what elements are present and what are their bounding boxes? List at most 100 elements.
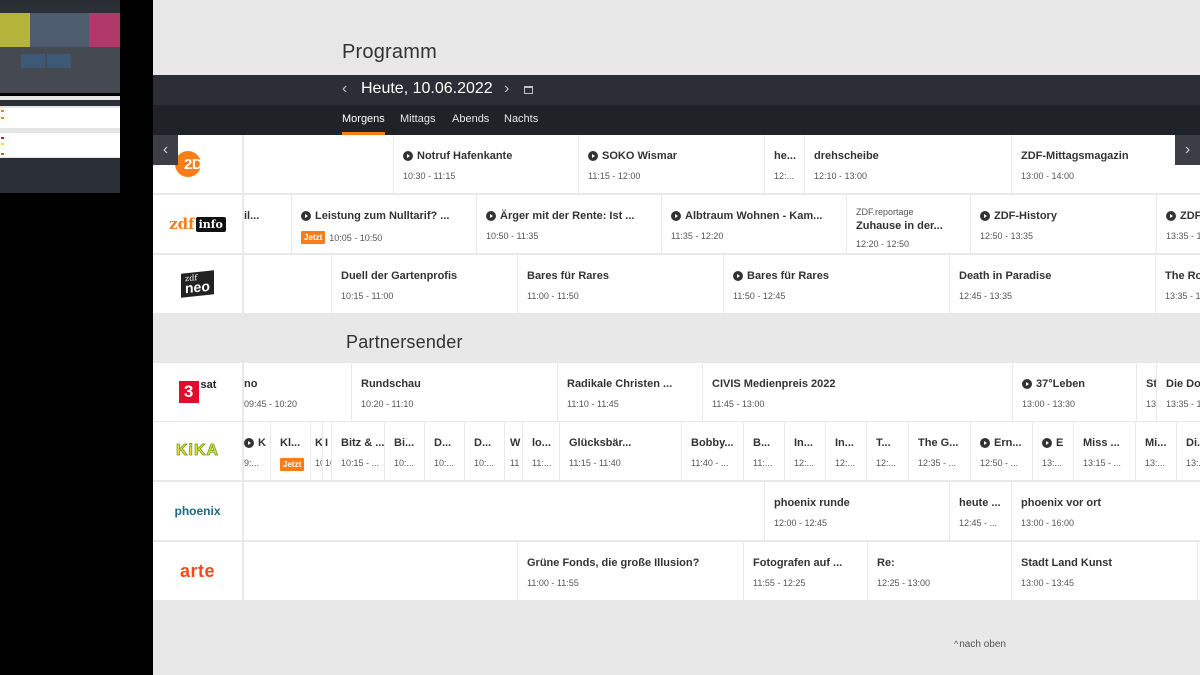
program-cell[interactable]: Bares für Rares 11:50 - 12:45 — [723, 255, 949, 313]
program-cell[interactable]: The G... 12:35 - ... — [908, 422, 970, 480]
program-cell[interactable]: Ärger mit der Rente: Ist ... 10:50 - 11:… — [476, 195, 661, 253]
program-cell[interactable]: il... — [243, 195, 291, 253]
program-cell[interactable]: Mi... 13:... — [1135, 422, 1176, 480]
tab-mittags[interactable]: Mittags — [400, 113, 436, 125]
program-cell[interactable]: In... 12:... — [784, 422, 825, 480]
now-badge: Jetzt — [301, 231, 326, 244]
page-thumbnail-1[interactable] — [0, 0, 120, 93]
program-cell[interactable]: W 11 — [504, 422, 522, 480]
tab-abends[interactable]: Abends — [452, 113, 490, 125]
previous-day-button[interactable]: ‹ — [342, 80, 348, 97]
channel-logo-zdfinfo[interactable]: zdf info — [153, 195, 243, 253]
play-icon — [733, 271, 743, 281]
program-cell[interactable]: no 09:45 - 10:20 — [243, 363, 351, 421]
program-cell[interactable]: K 9:... — [243, 422, 270, 480]
program-cell[interactable]: drehscheibe 12:10 - 13:00 — [804, 135, 1011, 193]
program-cell[interactable]: Leistung zum Nulltarif? ... Jetzt 10:05 -… — [291, 195, 476, 253]
program-cell[interactable]: ZDF-Mittagsmagazin 13:00 - 14:00 — [1011, 135, 1200, 193]
play-icon — [1166, 211, 1176, 221]
program-cell[interactable]: 37°Leben 13:00 - 13:30 — [1012, 363, 1136, 421]
program-cell[interactable]: Kl... Jetzt — [270, 422, 310, 480]
program-cell[interactable]: Ern... 12:50 - ... — [970, 422, 1032, 480]
channel-logo-zdfneo[interactable]: zdf neo — [153, 255, 243, 313]
program-cell[interactable] — [243, 542, 517, 600]
program-cell[interactable] — [243, 135, 393, 193]
program-cell[interactable]: St 13 — [1136, 363, 1156, 421]
play-icon — [980, 211, 990, 221]
program-cell[interactable]: Fotografen auf ... 11:55 - 12:25 — [743, 542, 867, 600]
program-cell[interactable]: heute ... 12:45 - ... — [949, 482, 1011, 540]
chevron-up-icon: ^ — [954, 639, 959, 649]
program-cell[interactable]: Death in Paradise 12:45 - 13:35 — [949, 255, 1155, 313]
next-day-button[interactable]: › — [504, 80, 510, 97]
scroll-left-button[interactable]: ‹ — [153, 135, 178, 165]
program-cell[interactable]: SOKO Wismar 11:15 - 12:00 — [578, 135, 764, 193]
channel-row-zdf: 2DF Notruf Hafenkante 10:30 - 11:15 SOKO… — [153, 135, 1200, 194]
channel-logo-kika[interactable]: KiKA — [153, 422, 243, 480]
program-cell[interactable]: Bi... 10:... — [384, 422, 424, 480]
phoenix-logo-icon: phoenix — [174, 504, 221, 518]
program-cell[interactable] — [243, 255, 331, 313]
channel-row-arte: arte Grüne Fonds, die große Illusion? 11… — [153, 542, 1200, 601]
channel-logo-arte[interactable]: arte — [153, 542, 243, 600]
program-cell[interactable]: Bitz & ... 10:15 - ... — [331, 422, 384, 480]
program-cell[interactable]: The Ro 13:35 - 1 — [1155, 255, 1200, 313]
play-icon — [403, 151, 413, 161]
program-cell[interactable]: Notruf Hafenkante 10:30 - 11:15 — [393, 135, 578, 193]
zdf-logo-icon: 2DF — [175, 149, 220, 179]
play-icon — [980, 438, 990, 448]
program-cell[interactable]: Albtraum Wohnen - Kam... 11:35 - 12:20 — [661, 195, 846, 253]
program-cell[interactable]: CIVIS Medienpreis 2022 11:45 - 13:00 — [702, 363, 1012, 421]
tab-nachts[interactable]: Nachts — [504, 113, 539, 125]
date-label: Heute, 10.06.2022 — [361, 80, 493, 97]
program-cell[interactable]: ZDF-History 12:50 - 13:35 — [970, 195, 1156, 253]
channel-logo-3sat[interactable]: 3 sat — [153, 363, 243, 421]
channel-row-3sat: 3 sat no 09:45 - 10:20 Rundschau 10:20 - … — [153, 363, 1200, 422]
program-cell[interactable] — [243, 482, 764, 540]
program-cell[interactable]: In... 12:... — [825, 422, 866, 480]
program-cell[interactable]: Rundschau 10:20 - 11:10 — [351, 363, 557, 421]
program-cell[interactable]: lo... 11:... — [522, 422, 559, 480]
program-cell[interactable]: Miss ... 13:15 - ... — [1073, 422, 1135, 480]
program-cell[interactable]: Re: 12:25 - 13:00 — [867, 542, 1011, 600]
play-icon — [1022, 379, 1032, 389]
channel-logo-phoenix[interactable]: phoenix — [153, 482, 243, 540]
program-cell[interactable]: E 13:... — [1032, 422, 1073, 480]
tab-morgens[interactable]: Morgens — [342, 113, 385, 135]
daypart-tabs: Morgens Mittags Abends Nachts — [153, 105, 1200, 135]
partner-section-title: Partnersender — [346, 332, 463, 352]
program-cell[interactable]: Duell der Gartenprofis 10:15 - 11:00 — [331, 255, 517, 313]
channel-row-phoenix: phoenix phoenix runde 12:00 - 12:45 heut… — [153, 482, 1200, 541]
program-cell[interactable]: I 10 — [322, 422, 331, 480]
program-cell[interactable]: D... 10:... — [424, 422, 464, 480]
scroll-right-button[interactable]: › — [1175, 135, 1200, 165]
3sat-logo-icon: 3 sat — [178, 379, 216, 403]
date-navigation-bar: ‹ Heute, 10.06.2022 › — [153, 75, 1200, 105]
arte-logo-icon: arte — [179, 560, 216, 581]
program-cell[interactable]: Radikale Christen ... 11:10 - 11:45 — [557, 363, 702, 421]
program-cell[interactable]: T... 12:... — [866, 422, 908, 480]
channel-row-zdfneo: zdf neo Duell der Gartenprofis 10:15 - 11… — [153, 255, 1200, 314]
program-cell[interactable]: Di... 13:... — [1176, 422, 1200, 480]
program-cell[interactable]: ZDF- 13:35 - 1 — [1156, 195, 1200, 253]
program-cell[interactable]: Bares für Rares 11:00 - 11:50 — [517, 255, 723, 313]
program-cell[interactable]: he... 12:... — [764, 135, 804, 193]
play-icon — [588, 151, 598, 161]
program-cell[interactable]: D... 10:... — [464, 422, 504, 480]
program-cell[interactable]: Stadt Land Kunst 13:00 - 13:45 — [1011, 542, 1197, 600]
program-cell[interactable]: K 10 — [310, 422, 322, 480]
program-cell[interactable]: Glücksbär... 11:15 - 11:40 — [559, 422, 681, 480]
program-cell[interactable]: B... 11:... — [743, 422, 784, 480]
program-cell[interactable] — [1197, 542, 1200, 600]
calendar-icon[interactable] — [524, 86, 533, 94]
program-cell[interactable]: Die Dor 13:35 - 1 — [1156, 363, 1200, 421]
zdfneo-logo-icon: zdf neo — [181, 270, 214, 298]
program-cell[interactable]: Bobby... 11:40 - ... — [681, 422, 743, 480]
page-thumbnail-2[interactable] — [0, 96, 120, 193]
program-cell[interactable]: Grüne Fonds, die große Illusion? 11:00 -… — [517, 542, 743, 600]
program-cell[interactable]: ZDF.reportage Zuhause in der... 12:20 - … — [846, 195, 970, 253]
page-thumbnail-strip — [0, 0, 120, 675]
back-to-top-link[interactable]: ^nach oben — [954, 639, 1006, 650]
program-cell[interactable]: phoenix runde 12:00 - 12:45 — [764, 482, 949, 540]
program-cell[interactable]: phoenix vor ort 13:00 - 16:00 — [1011, 482, 1200, 540]
